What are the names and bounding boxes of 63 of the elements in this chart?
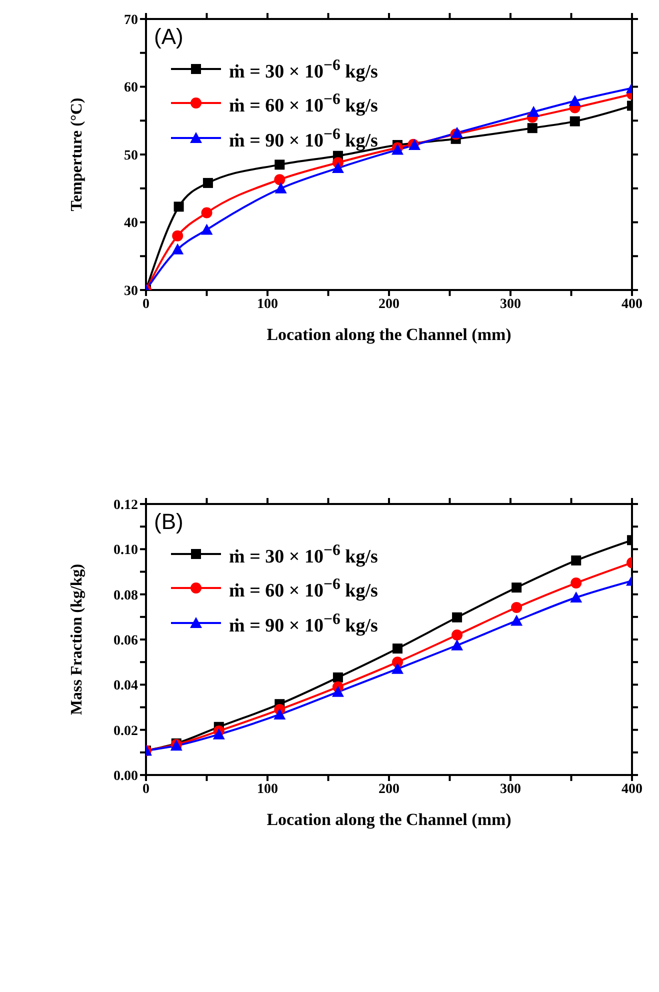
y-tick-label: 0.06 [114, 633, 138, 648]
point [274, 174, 286, 186]
x-axis-title: Location along the Channel (mm) [266, 810, 512, 830]
point [202, 178, 213, 188]
y-tick-label: 50 [124, 148, 138, 164]
x-tick-label: 300 [500, 296, 521, 312]
legend-label: ṁ = 90 × 10$^{−6}$ kg/s [229, 124, 378, 153]
point [452, 612, 462, 622]
point [274, 160, 285, 170]
point [274, 708, 286, 720]
point [212, 728, 225, 740]
point [512, 582, 522, 593]
point [568, 94, 581, 106]
x-tick-label: 200 [378, 296, 400, 312]
x-tick-label: 300 [500, 782, 521, 797]
point [571, 555, 582, 566]
y-tick-label: 30 [124, 284, 138, 299]
y-axis-title: Temperture (°C) [68, 98, 86, 212]
y-tick-label: 0.04 [114, 678, 138, 694]
point [172, 230, 184, 242]
y-tick-label: 70 [124, 12, 138, 28]
legend-label: ṁ = 90 × 10$^{−6}$ kg/s [229, 610, 378, 638]
point [174, 202, 184, 212]
point [528, 106, 540, 117]
y-tick-label: 60 [124, 80, 138, 96]
point [452, 629, 463, 640]
point [570, 592, 582, 602]
x-tick-label: 0 [142, 782, 150, 797]
x-tick-label: 0 [142, 296, 150, 312]
legend-label: ṁ = 60 × 10$^{−6}$ kg/s [229, 575, 378, 604]
x-tick-label: 400 [622, 296, 642, 312]
y-tick-label: 0.10 [114, 543, 138, 558]
point [451, 639, 464, 650]
y-tick-label: 40 [124, 216, 138, 232]
y-tick-label: 0.00 [114, 768, 138, 784]
x-tick-label: 400 [622, 782, 642, 797]
x-axis-title: Location along the Channel (mm) [266, 325, 512, 344]
point [511, 602, 522, 613]
point [332, 686, 344, 697]
y-tick-label: 0.02 [114, 724, 138, 739]
point [200, 224, 213, 235]
point [570, 116, 580, 126]
point [570, 578, 582, 589]
annotation: (A) [154, 24, 184, 50]
point [332, 162, 344, 174]
x-tick-label: 100 [257, 296, 278, 312]
legend-label: ṁ = 30 × 10$^{−6}$ kg/s [229, 56, 378, 84]
point [201, 207, 212, 218]
legend-label: ṁ = 30 × 10$^{−6}$ kg/s [229, 541, 378, 570]
point [172, 243, 184, 254]
point [332, 672, 343, 682]
x-tick-label: 200 [378, 782, 400, 797]
y-tick-label: 0.12 [114, 498, 138, 513]
y-axis-title: Mass Fraction (kg/kg) [68, 564, 86, 716]
point [392, 662, 404, 674]
legend-label: ṁ = 60 × 10$^{−6}$ kg/s [229, 90, 378, 119]
x-tick-label: 100 [257, 782, 278, 797]
point [527, 123, 538, 134]
point [274, 182, 287, 194]
point [510, 614, 523, 626]
annotation: (B) [154, 509, 184, 535]
y-tick-label: 0.08 [114, 588, 138, 604]
point [392, 644, 403, 654]
